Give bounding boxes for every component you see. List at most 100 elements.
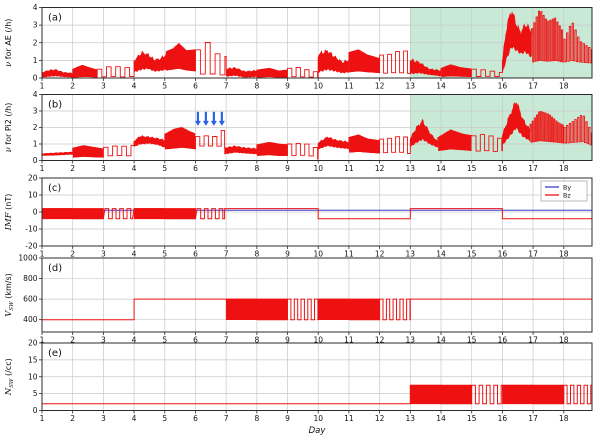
panel-label-b: (b) bbox=[48, 100, 62, 111]
x-tick-label: 12 bbox=[375, 414, 385, 423]
panel-d: 1 2 3 4 5 6 7 8 9 10 11 12 13 14 15 16 17 184006008001000… bbox=[4, 254, 593, 345]
x-tick-label: 7 bbox=[224, 250, 229, 259]
x-tick-label: 9 bbox=[285, 336, 290, 345]
down-arrow-icon bbox=[202, 120, 209, 126]
y-tick-label: 1 bbox=[33, 140, 38, 149]
y-axis-label-c: IMF (nT) bbox=[4, 194, 14, 232]
x-tick-label: 2 bbox=[70, 414, 75, 423]
x-tick-label: 13 bbox=[406, 336, 416, 345]
y-tick-label: 2 bbox=[33, 123, 38, 132]
x-tick-label: 13 bbox=[406, 250, 416, 259]
panel-label-d: (d) bbox=[48, 263, 62, 274]
x-tick-label: 10 bbox=[313, 414, 323, 423]
x-tick-label: 15 bbox=[467, 82, 477, 91]
panel-e: 1 2 3 4 5 6 7 8 9 10 11 12 13 14 15 16 17 1805101520(e)NS… bbox=[4, 339, 593, 423]
x-tick-label: 16 bbox=[498, 164, 508, 173]
x-tick-label: 12 bbox=[375, 250, 385, 259]
x-tick-label: 3 bbox=[101, 164, 106, 173]
series-bz bbox=[42, 208, 592, 220]
y-tick-label: 1000 bbox=[18, 254, 37, 263]
y-tick-label: 4 bbox=[33, 3, 38, 12]
y-tick-label: 0 bbox=[33, 74, 38, 83]
x-tick-label: 18 bbox=[559, 82, 569, 91]
x-tick-label: 9 bbox=[285, 250, 290, 259]
y-tick-label: 0 bbox=[33, 406, 38, 415]
series-nsw bbox=[42, 384, 592, 405]
x-tick-label: 18 bbox=[559, 250, 569, 259]
x-tick-label: 14 bbox=[436, 414, 446, 423]
x-tick-label: 3 bbox=[101, 250, 106, 259]
x-tick-label: 16 bbox=[498, 336, 508, 345]
x-tick-label: 9 bbox=[285, 82, 290, 91]
x-tick-label: 17 bbox=[528, 82, 538, 91]
x-tick-label: 11 bbox=[344, 414, 354, 423]
x-tick-label: 3 bbox=[101, 336, 106, 345]
x-tick-label: 3 bbox=[101, 82, 106, 91]
x-tick-label: 16 bbox=[498, 414, 508, 423]
x-tick-label: 10 bbox=[313, 336, 323, 345]
panel-label-c: (c) bbox=[48, 183, 61, 194]
x-tick-label: 10 bbox=[313, 82, 323, 91]
legend-label-By: By bbox=[563, 184, 571, 191]
y-tick-label: -10 bbox=[25, 225, 37, 234]
x-tick-label: 5 bbox=[162, 164, 167, 173]
x-tick-label: 5 bbox=[162, 336, 167, 345]
x-tick-label: 10 bbox=[313, 250, 323, 259]
y-tick-label: -20 bbox=[25, 242, 37, 251]
x-tick-label: 18 bbox=[559, 336, 569, 345]
y-tick-label: 800 bbox=[23, 274, 38, 283]
filled-band bbox=[41, 208, 73, 220]
x-tick-label: 6 bbox=[193, 336, 198, 345]
y-tick-label: 10 bbox=[28, 191, 38, 200]
y-tick-label: 600 bbox=[23, 295, 38, 304]
x-tick-label: 14 bbox=[436, 82, 446, 91]
x-tick-label: 5 bbox=[162, 414, 167, 423]
x-tick-label: 5 bbox=[162, 250, 167, 259]
x-tick-label: 1 bbox=[40, 82, 45, 91]
series-ae-occurrence-rate bbox=[41, 10, 592, 78]
x-tick-label: 1 bbox=[40, 414, 45, 423]
down-arrow-icon bbox=[218, 120, 225, 126]
x-tick-label: 9 bbox=[285, 164, 290, 173]
y-axis-label-b: ν for Pi2 (/h) bbox=[4, 103, 14, 153]
x-tick-label: 17 bbox=[528, 336, 538, 345]
x-tick-label: 3 bbox=[101, 414, 106, 423]
y-tick-label: 3 bbox=[33, 107, 38, 116]
x-tick-label: 4 bbox=[132, 164, 137, 173]
y-tick-label: 4 bbox=[33, 90, 38, 99]
x-tick-label: 13 bbox=[406, 82, 416, 91]
y-tick-label: 5 bbox=[33, 389, 38, 398]
y-tick-label: 0 bbox=[33, 156, 38, 165]
series-vsw bbox=[42, 298, 592, 321]
legend-label-Bz: Bz bbox=[563, 192, 571, 199]
x-tick-label: 17 bbox=[528, 164, 538, 173]
filled-band bbox=[409, 384, 442, 405]
x-tick-label: 13 bbox=[406, 164, 416, 173]
x-tick-label: 8 bbox=[254, 250, 259, 259]
x-tick-label: 4 bbox=[132, 414, 137, 423]
x-tick-label: 6 bbox=[193, 414, 198, 423]
x-tick-label: 11 bbox=[344, 82, 354, 91]
x-tick-label: 18 bbox=[559, 164, 569, 173]
x-tick-label: 11 bbox=[344, 336, 354, 345]
y-tick-label: 400 bbox=[23, 315, 38, 324]
x-tick-label: 9 bbox=[285, 414, 290, 423]
filled-band bbox=[317, 298, 350, 321]
x-tick-label: 1 bbox=[40, 250, 45, 259]
x-tick-label: 5 bbox=[162, 82, 167, 91]
x-tick-label: 1 bbox=[40, 336, 45, 345]
x-tick-label: 16 bbox=[498, 82, 508, 91]
y-axis-label-d: VSW (km/s) bbox=[4, 273, 15, 316]
series-pi2-occurrence-rate bbox=[41, 102, 592, 160]
down-arrow-icon bbox=[210, 120, 217, 126]
x-tick-label: 18 bbox=[559, 414, 569, 423]
y-tick-label: 1 bbox=[33, 56, 38, 65]
panel-c: 1 2 3 4 5 6 7 8 9 10 11 12 13 14 15 16 17 18-20-1001020(c… bbox=[4, 174, 593, 259]
x-tick-label: 8 bbox=[254, 164, 259, 173]
x-tick-label: 6 bbox=[193, 82, 198, 91]
x-tick-label: 15 bbox=[467, 250, 477, 259]
x-tick-label: 7 bbox=[224, 164, 229, 173]
